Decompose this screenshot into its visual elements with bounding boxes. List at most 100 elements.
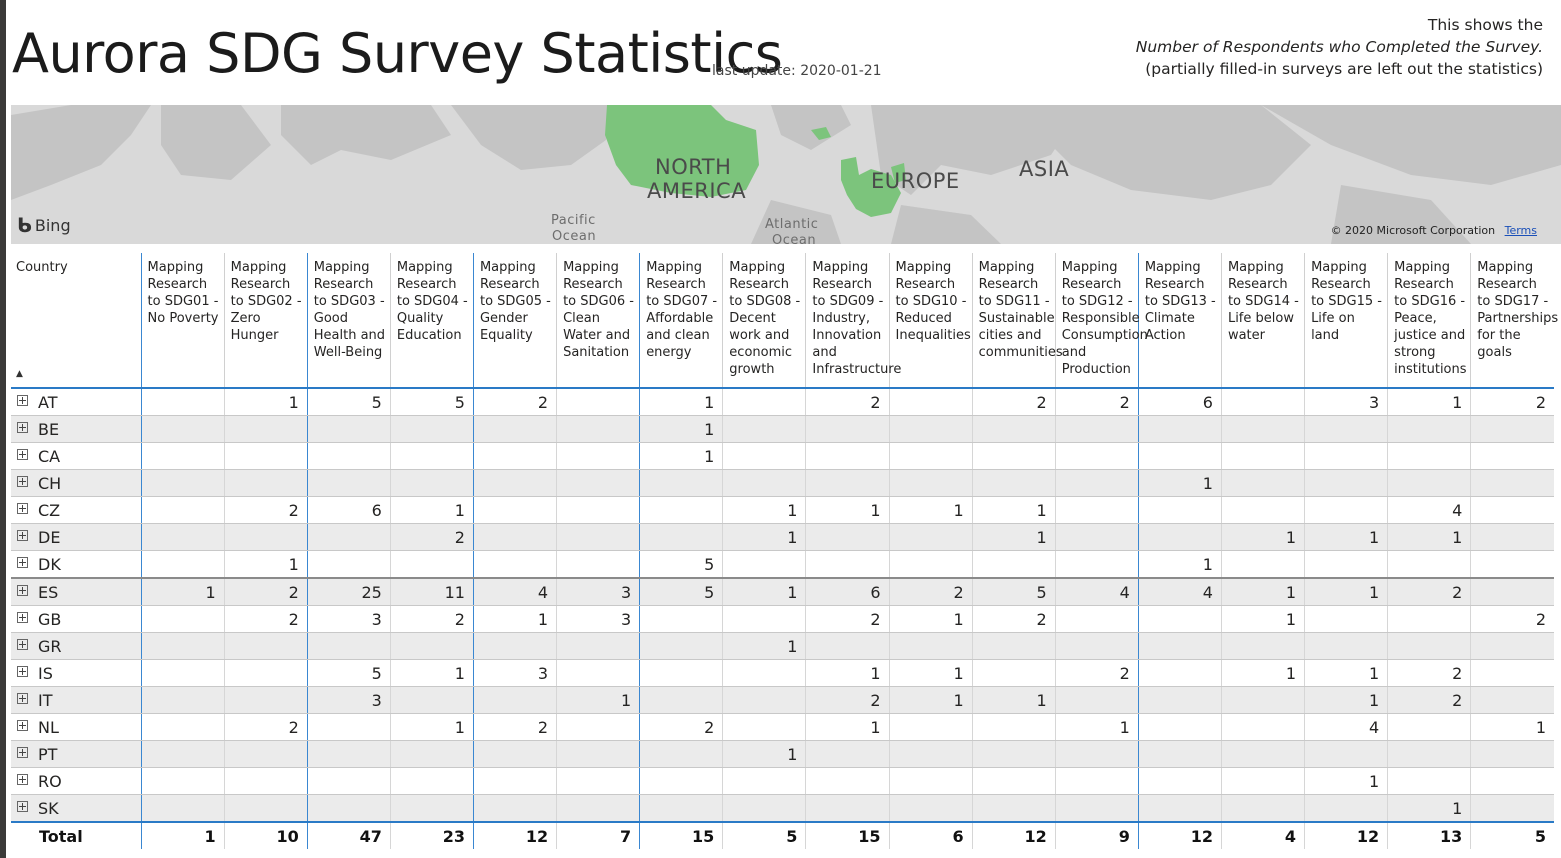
expand-icon[interactable] [17,584,28,596]
column-header-sdg17[interactable]: Mapping Research to SDG17 - Partnerships… [1470,253,1558,388]
column-header-sdg16[interactable]: Mapping Research to SDG16 - Peace, justi… [1387,253,1471,388]
table-cell [1470,550,1554,579]
total-cell: 5 [1470,821,1554,849]
total-cell: 6 [888,821,973,849]
map-label-atlantic: Atlantic [765,217,819,232]
world-map[interactable]: NORTH AMERICA EUROPE ASIA Pacific Ocean … [11,105,1561,244]
table-row: IT 3 1 2 1 1 1 2 [11,686,1554,714]
table-cell [1054,767,1139,795]
expand-icon[interactable] [17,448,28,460]
table-cell: 1 [389,496,474,524]
expand-icon[interactable] [17,800,28,812]
table-cell [1304,550,1388,579]
table-cell [472,469,557,497]
expand-icon[interactable] [17,421,28,433]
table-cell: 1 [1054,713,1139,741]
column-header-sdg06[interactable]: Mapping Research to SDG06 - Clean Water … [556,253,640,388]
column-header-sdg12[interactable]: Mapping Research to SDG12 - Responsible … [1054,253,1148,388]
table-cell: 1 [888,496,973,524]
expand-icon[interactable] [17,719,28,731]
expand-icon[interactable] [17,665,28,677]
map-label-atlantic-ocean: Ocean [772,233,817,244]
column-header-sdg09[interactable]: Mapping Research to SDG09 - Industry, In… [805,253,901,388]
table-cell [971,632,1056,660]
table-cell [1220,713,1305,741]
sort-ascending-icon[interactable]: ▲ [16,369,23,379]
expand-icon[interactable] [17,502,28,514]
table-cell [1387,442,1471,470]
country-code: RO [38,771,62,791]
column-header-sdg07[interactable]: Mapping Research to SDG07 - Affordable a… [639,253,723,388]
column-header-country[interactable]: Country ▲ [11,253,141,388]
column-header-sdg14[interactable]: Mapping Research to SDG14 - Life below w… [1220,253,1305,388]
table-cell [1054,740,1139,768]
table-cell [556,388,640,416]
column-header-sdg04[interactable]: Mapping Research to SDG04 - Quality Educ… [389,253,474,388]
table-cell [140,415,225,443]
table-cell [639,496,723,524]
table-cell: 1 [971,523,1056,551]
table-row: CZ 2 6 1 1 1 1 1 4 [11,496,1554,524]
table-cell [805,469,890,497]
table-cell [140,632,225,660]
table-cell [971,659,1056,687]
expand-icon[interactable] [17,611,28,623]
country-code: CA [38,446,61,466]
terms-link[interactable]: Terms [1504,224,1537,237]
table-cell: 1 [1220,578,1305,606]
column-header-sdg10[interactable]: Mapping Research to SDG10 - Reduced Ineq… [888,253,973,388]
country-code: GB [38,609,62,629]
table-cell [722,686,806,714]
table-cell [223,415,308,443]
table-cell [140,686,225,714]
row-header-country: GR [11,632,142,660]
column-header-sdg05[interactable]: Mapping Research to SDG05 - Gender Equal… [472,253,557,388]
country-header-label: Country [16,260,68,275]
page-title: Aurora SDG Survey Statistics [12,22,783,85]
expand-icon[interactable] [17,529,28,541]
table-cell [556,740,640,768]
expand-icon[interactable] [17,556,28,568]
column-header-sdg13[interactable]: Mapping Research to SDG13 - Climate Acti… [1137,253,1222,388]
map-label-pacific-ocean: Ocean [552,229,597,244]
expand-icon[interactable] [17,692,28,704]
table-cell [805,740,890,768]
table-cell [472,442,557,470]
table-row: SK 1 [11,794,1554,823]
table-cell: 6 [805,578,890,606]
table-cell: 4 [1304,713,1388,741]
copyright-text: © 2020 Microsoft Corporation [1330,224,1496,237]
last-update-text: last update: 2020-01-21 [712,63,882,79]
table-cell [1470,659,1554,687]
column-header-sdg11[interactable]: Mapping Research to SDG11 - Sustainable … [971,253,1063,388]
left-edge-rule [0,0,6,858]
table-cell: 1 [1470,713,1554,741]
column-header-sdg03[interactable]: Mapping Research to SDG03 - Good Health … [306,253,391,388]
table-cell [1137,686,1222,714]
table-cell [639,794,723,823]
expand-icon[interactable] [17,746,28,758]
table-cell: 2 [472,388,557,416]
table-cell [971,550,1056,579]
table-cell [1054,632,1139,660]
expand-icon[interactable] [17,394,28,406]
table-cell [971,415,1056,443]
table-cell [1387,550,1471,579]
column-header-sdg08[interactable]: Mapping Research to SDG08 - Decent work … [722,253,806,388]
column-header-sdg15[interactable]: Mapping Research to SDG15 - Life on land [1304,253,1388,388]
table-cell [805,442,890,470]
table-cell [140,794,225,823]
expand-icon[interactable] [17,773,28,785]
column-header-sdg01[interactable]: Mapping Research to SDG01 - No Poverty [140,253,225,388]
table-cell: 1 [722,632,806,660]
table-cell [1304,415,1388,443]
table-row: AT 1 5 5 2 1 2 2 2 6 3 1 2 [11,388,1554,416]
expand-icon[interactable] [17,475,28,487]
expand-icon[interactable] [17,638,28,650]
row-header-country: CA [11,442,142,470]
table-cell [306,740,391,768]
total-cell: 47 [306,821,391,849]
table-cell [1387,415,1471,443]
table-cell [1304,442,1388,470]
column-header-sdg02[interactable]: Mapping Research to SDG02 - Zero Hunger [223,253,308,388]
